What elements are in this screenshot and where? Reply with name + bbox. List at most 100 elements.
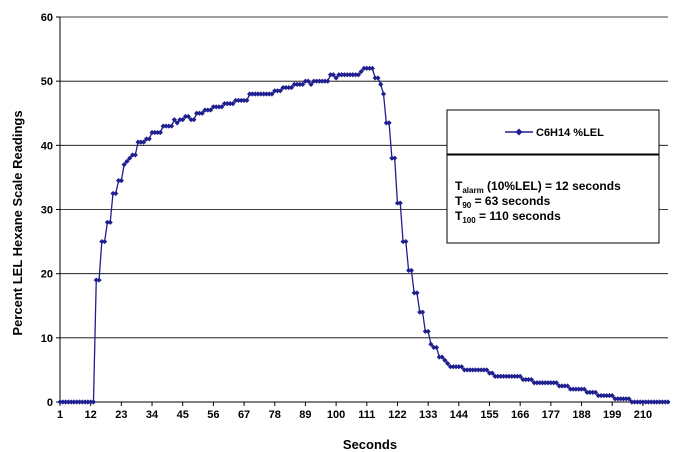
data-point	[219, 104, 225, 110]
data-point	[459, 364, 465, 370]
data-point	[99, 238, 105, 245]
data-point	[115, 178, 122, 184]
data-point	[168, 123, 175, 129]
data-point	[297, 81, 303, 87]
data-point	[79, 399, 85, 405]
data-point	[484, 367, 490, 373]
data-point	[155, 129, 161, 136]
data-point	[249, 91, 256, 97]
data-point	[587, 389, 593, 395]
annotation-line-t90: T90 = 63 seconds	[455, 194, 551, 210]
data-point	[389, 155, 395, 161]
data-point	[478, 367, 484, 373]
x-tick-label: 111	[358, 409, 375, 421]
data-point	[300, 81, 306, 87]
y-tick-label: 0	[47, 397, 53, 409]
data-point	[475, 367, 481, 373]
data-point	[442, 357, 448, 363]
data-point	[380, 91, 387, 97]
data-point	[559, 383, 565, 389]
data-point	[394, 200, 401, 206]
data-point	[372, 75, 378, 81]
y-tick-label: 60	[41, 12, 53, 24]
data-point	[651, 399, 657, 405]
data-point	[606, 392, 613, 399]
data-point	[325, 78, 331, 84]
data-point	[470, 367, 476, 373]
data-point	[294, 81, 300, 87]
data-point	[182, 113, 189, 120]
data-point	[512, 373, 518, 379]
data-point	[60, 399, 66, 405]
data-point	[595, 392, 601, 399]
data-point	[562, 383, 568, 389]
data-point	[520, 376, 526, 383]
y-tick-label: 20	[41, 269, 53, 281]
data-point	[578, 386, 585, 392]
annotation-line-t100: T100 = 110 seconds	[455, 209, 561, 225]
data-point	[654, 399, 660, 405]
data-point	[71, 399, 77, 405]
data-point	[283, 84, 289, 91]
data-point	[495, 373, 501, 379]
x-tick-label: 12	[85, 409, 97, 421]
data-point	[472, 367, 479, 373]
data-point	[274, 88, 281, 94]
data-point	[135, 139, 141, 145]
data-point	[160, 123, 166, 129]
data-point	[213, 104, 219, 110]
data-point	[260, 91, 267, 97]
data-point	[631, 399, 638, 405]
data-point	[570, 386, 576, 392]
data-point	[358, 68, 364, 75]
data-point	[227, 101, 233, 107]
x-tick-label: 45	[177, 409, 189, 421]
data-point	[436, 354, 442, 360]
data-point	[439, 354, 445, 360]
data-point	[364, 65, 370, 71]
data-point	[85, 399, 91, 405]
data-point	[612, 396, 618, 402]
data-point	[288, 84, 295, 91]
x-tick-label: 34	[146, 409, 159, 421]
data-point	[129, 152, 136, 158]
data-point	[634, 399, 640, 405]
x-tick-label: 144	[450, 409, 469, 421]
data-point	[141, 139, 147, 145]
data-point	[241, 97, 247, 104]
data-point	[319, 78, 325, 84]
data-point	[350, 72, 356, 78]
y-tick-label: 30	[41, 205, 53, 217]
data-point	[322, 78, 328, 84]
data-point	[118, 178, 124, 184]
data-point	[366, 65, 373, 71]
data-point	[553, 380, 560, 386]
data-point	[216, 104, 222, 110]
data-point	[481, 367, 487, 373]
data-point	[626, 396, 632, 402]
data-point	[76, 399, 83, 405]
axes	[56, 16, 668, 406]
data-point	[124, 158, 130, 164]
data-point	[503, 373, 509, 379]
data-point	[369, 65, 375, 71]
data-point	[548, 380, 554, 386]
data-point	[302, 78, 309, 84]
data-point	[280, 84, 286, 91]
data-point	[347, 72, 353, 78]
data-point	[537, 380, 543, 386]
data-point	[107, 219, 113, 225]
data-point	[500, 373, 507, 379]
x-tick-label: 23	[115, 409, 127, 421]
data-point	[311, 78, 317, 84]
data-point	[174, 120, 180, 126]
y-tick-labels: 0 10 20 30 40 50 60	[41, 12, 53, 409]
data-point	[573, 386, 579, 392]
data-point	[244, 97, 250, 104]
data-point	[445, 360, 451, 367]
y-axis-title: Percent LEL Hexane Scale Readings	[10, 110, 25, 335]
data-point	[665, 399, 671, 405]
x-tick-label: 199	[603, 409, 621, 421]
data-point	[82, 399, 88, 405]
data-point	[353, 72, 359, 78]
